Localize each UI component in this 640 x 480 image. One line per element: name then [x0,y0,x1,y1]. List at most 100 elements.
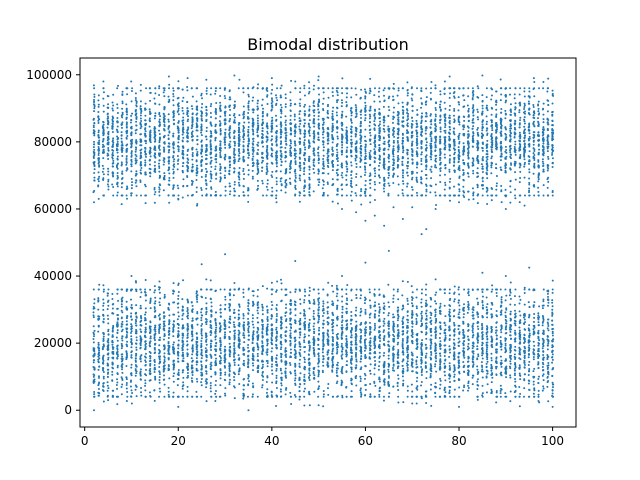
data-point [187,158,190,161]
data-point [509,179,512,182]
data-point [542,168,545,171]
data-point [402,117,405,119]
data-point [425,112,428,115]
data-point [271,122,274,125]
data-point [242,157,245,159]
data-point [457,150,460,153]
data-point [327,158,330,161]
data-point [154,153,157,156]
data-point [173,123,176,126]
data-point [538,165,540,168]
data-point [359,194,362,197]
data-point [205,157,208,160]
data-point [415,119,418,122]
data-point [195,159,198,162]
data-point [373,169,376,172]
data-point [500,133,503,136]
data-point [429,114,432,117]
data-point [350,177,353,180]
data-point [177,80,180,83]
data-point [102,123,105,126]
data-point [252,132,255,135]
data-point [121,90,124,93]
data-point [327,172,330,175]
data-point [397,154,400,157]
data-point [547,77,550,80]
data-point [266,162,269,165]
data-point [98,175,101,178]
data-point [392,155,395,158]
data-point [462,124,465,127]
data-point [261,159,264,162]
data-point [509,153,512,156]
data-point [158,103,161,106]
data-point [434,141,437,144]
data-point [537,110,540,113]
data-point [396,141,399,144]
data-point [275,152,278,155]
data-point [214,165,217,168]
data-point [293,135,296,138]
data-point [341,101,344,104]
data-point [388,95,391,98]
data-point [205,150,208,153]
data-point [448,137,451,140]
data-point [284,123,287,126]
data-point [200,110,203,113]
data-point [378,139,381,141]
data-point [355,166,358,169]
data-point [102,131,105,134]
data-point [387,168,390,170]
data-point [148,152,151,155]
data-point [350,111,353,114]
data-point [401,180,404,183]
data-point [392,139,395,142]
data-point [97,131,100,134]
data-point [214,147,217,150]
data-point [457,146,460,149]
data-point [200,115,203,118]
data-point [116,130,119,133]
data-point [177,113,180,116]
data-point [378,181,381,184]
data-point [219,115,222,118]
data-point [111,123,114,125]
data-point [205,87,208,90]
data-point [439,135,442,138]
data-point [505,133,508,136]
data-point [265,140,268,143]
data-point [476,183,479,186]
data-point [120,141,123,144]
data-point [326,131,329,134]
data-point [233,180,236,183]
data-point [477,160,480,163]
data-point [546,90,549,93]
data-point [336,91,339,94]
data-point [167,151,170,154]
data-point [135,104,138,107]
data-point [176,168,179,171]
data-point [271,124,274,127]
data-point [134,157,137,160]
data-point [392,111,395,114]
data-point [167,137,170,140]
data-point [504,188,507,191]
data-point [312,132,315,135]
data-point [513,146,516,148]
data-point [224,153,227,156]
data-point [322,128,325,131]
data-point [107,157,110,160]
data-point [387,148,390,151]
data-point [101,126,104,129]
data-point [513,126,516,129]
data-point [443,153,446,156]
data-point [126,185,129,188]
data-point [397,118,399,121]
data-point [148,108,151,111]
data-point [453,171,456,173]
data-point [495,90,498,93]
data-point [251,128,254,131]
data-point [260,161,263,164]
data-point [102,97,105,100]
data-point [195,100,198,103]
